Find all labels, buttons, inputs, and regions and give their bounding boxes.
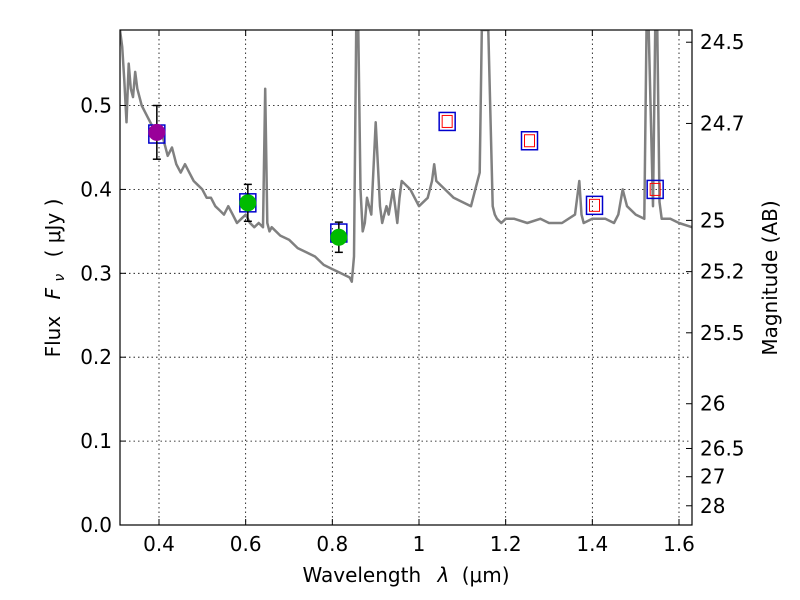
model-flux-box: [520, 130, 539, 151]
y-tick-label: 0.2: [80, 345, 112, 369]
sed-model-line: [120, 30, 692, 283]
x-axis-title: Wavelength λ (μm): [302, 563, 509, 587]
y-tick-label: 0.1: [80, 429, 112, 453]
sed-model-layer: [120, 30, 692, 283]
model-flux-inner-box: [441, 114, 453, 128]
grid: [120, 30, 692, 526]
mag-tick-label: 25: [700, 208, 725, 232]
mag-tick-label: 24.7: [700, 111, 745, 135]
mag-tick-label: 27: [700, 465, 725, 489]
x-tick-label: 1.2: [490, 532, 522, 556]
x-tick-label: 0.6: [230, 532, 262, 556]
x-axis-title-text: Wavelength: [302, 563, 421, 587]
observed-flux-point: [239, 194, 257, 212]
mag-tick-label: 26: [700, 392, 725, 416]
y-axis-title-prefix: Flux: [41, 316, 65, 358]
axis-ticks: 0.4 0.6 0.8 1 1.2 1.4 1.6 0.0 0.1 0.2 0.3 0.4 0.5 24.…: [80, 30, 745, 556]
x-tick-label: 1.4: [576, 532, 608, 556]
model-flux-inner-box: [589, 198, 600, 212]
mag-tick-label: 25.5: [700, 321, 745, 345]
plot-background: [120, 30, 692, 525]
photometry-layer: [148, 104, 664, 254]
x-tick-label: 0.8: [316, 532, 348, 556]
y-tick-label: 0.5: [80, 94, 112, 118]
observed-flux-point: [330, 228, 348, 246]
mag-tick-label: 25.2: [700, 260, 745, 284]
y2-axis-title: Magnitude (AB): [758, 200, 782, 355]
y-axis-title: Flux F ν ( μJy ): [41, 199, 69, 358]
y-axis-symbol: F: [41, 287, 65, 299]
y-tick-label: 0.4: [80, 177, 112, 201]
x-tick-label: 0.4: [143, 532, 175, 556]
x-tick-label: 1: [413, 532, 426, 556]
model-flux-box: [585, 195, 604, 216]
y-axis-subscript: ν: [52, 274, 68, 282]
x-axis-unit: (μm): [462, 563, 510, 587]
mag-tick-label: 24.5: [700, 30, 745, 54]
observed-flux-point: [148, 123, 166, 141]
x-axis-symbol: λ: [437, 563, 450, 587]
y-tick-label: 0.3: [80, 261, 112, 285]
model-flux-inner-box: [524, 134, 535, 148]
mag-tick-label: 28: [700, 494, 725, 518]
model-flux-inner-box: [649, 182, 661, 196]
y-tick-label: 0.0: [80, 513, 112, 537]
model-flux-box: [646, 179, 664, 200]
y-axis-unit: ( μJy ): [41, 199, 65, 258]
mag-tick-label: 26.5: [700, 436, 745, 460]
model-flux-box: [438, 111, 456, 132]
x-tick-label: 1.6: [663, 532, 695, 556]
plot-frame: [119, 29, 693, 526]
